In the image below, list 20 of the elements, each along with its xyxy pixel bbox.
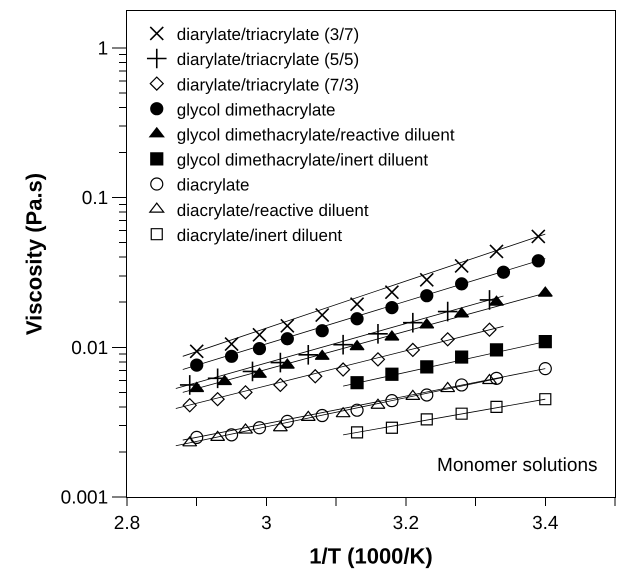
legend-label: diarylate/triacrylate (5/5) bbox=[176, 50, 360, 70]
y-tick-label: 0.01 bbox=[71, 338, 108, 359]
y-axis-title: Viscosity (Pa.s) bbox=[21, 172, 46, 336]
y-tick-label: 0.1 bbox=[82, 188, 108, 210]
x-tick-label: 3.4 bbox=[532, 512, 559, 534]
annotation: Monomer solutions bbox=[437, 455, 598, 476]
legend-label: diarylate/triacrylate (3/7) bbox=[176, 25, 360, 44]
legend-label: glycol dimethacrylate/reactive diluent bbox=[176, 125, 455, 144]
legend-label: diacrylate bbox=[176, 176, 250, 195]
legend-label: diarylate/triacrylate (7/3) bbox=[176, 75, 360, 94]
x-tick-label: 2.8 bbox=[114, 512, 140, 534]
legend-label: glycol dimethacrylate bbox=[176, 100, 336, 120]
x-axis-title: 1/T (1000/K) bbox=[309, 544, 433, 569]
legend-label: diacrylate/reactive diluent bbox=[176, 200, 369, 220]
legend-label: diacrylate/inert diluent bbox=[176, 226, 342, 245]
y-tick-label: 0.001 bbox=[60, 488, 108, 509]
y-tick-label: 1 bbox=[98, 38, 108, 60]
x-tick-label: 3 bbox=[261, 512, 272, 534]
x-tick-label: 3.2 bbox=[392, 512, 420, 534]
legend-label: glycol dimethacrylate/inert diluent bbox=[176, 150, 428, 170]
